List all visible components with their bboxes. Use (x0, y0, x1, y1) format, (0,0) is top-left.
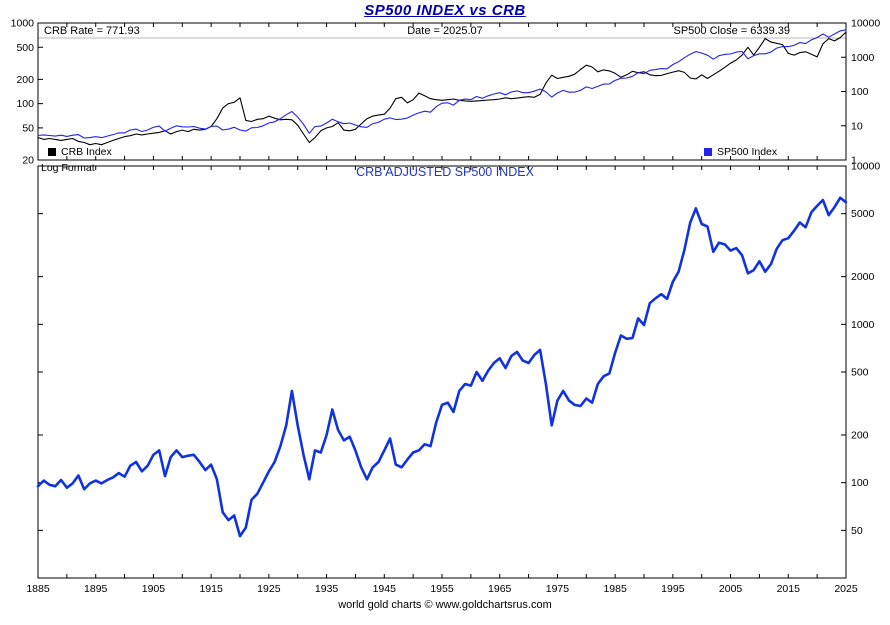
sp500-swatch-icon (704, 148, 712, 156)
x-axis-tick-label: 1925 (257, 583, 281, 595)
y-axis-tick-label: 1000 (851, 52, 875, 64)
y-axis-tick-label: 10 (851, 120, 863, 132)
legend-crb-index: CRB Index (48, 146, 112, 158)
x-axis-tick-label: 1995 (661, 583, 685, 595)
y-axis-tick-label: 100 (851, 477, 869, 489)
x-axis-tick-label: 1955 (430, 583, 454, 595)
x-axis-tick-label: 1905 (142, 583, 166, 595)
y-axis-tick-label: 1000 (851, 319, 875, 331)
x-axis-tick-label: 2015 (777, 583, 801, 595)
crb-rate-annotation: CRB Rate = 771.93 (44, 25, 140, 37)
y-axis-tick-label: 100 (851, 86, 869, 98)
x-axis-tick-label: 1915 (199, 583, 223, 595)
y-axis-tick-label: 50 (851, 525, 863, 537)
x-axis-tick-label: 1935 (315, 583, 339, 595)
x-axis-tick-label: 2025 (834, 583, 858, 595)
y-axis-tick-label: 500 (851, 367, 869, 379)
series-sp500-index-path (37, 29, 847, 139)
bottom-panel-title: CRB ADJUSTED SP500 INDEX (356, 165, 534, 179)
legend-crb-label: CRB Index (61, 146, 112, 158)
x-axis-tick-label: 1965 (488, 583, 512, 595)
y-axis-tick-label: 200 (16, 74, 34, 86)
legend-sp500-index: SP500 Index (704, 146, 777, 158)
x-axis-tick-label: 1885 (26, 583, 50, 595)
chart-title: SP500 INDEX vs CRB (364, 2, 526, 19)
crb-swatch-icon (48, 148, 56, 156)
y-axis-tick-label: 100 (16, 98, 34, 110)
y-axis-tick-label: 20 (22, 155, 34, 167)
footer-credit: world gold charts © www.goldchartsrus.co… (338, 599, 552, 611)
sp500-close-annotation: SP500 Close = 6339.39 (673, 25, 790, 37)
y-axis-tick-label: 500 (16, 42, 34, 54)
y-axis-tick-label: 1000 (11, 18, 35, 30)
series-crb-adjusted-sp500-path (36, 196, 848, 538)
x-axis-tick-label: 1945 (373, 583, 397, 595)
y-axis-tick-label: 5000 (851, 208, 875, 220)
date-annotation: Date = 2025.07 (407, 25, 483, 37)
legend-sp500-label: SP500 Index (717, 146, 778, 158)
x-axis-tick-label: 1985 (603, 583, 627, 595)
y-axis-tick-label: 200 (851, 430, 869, 442)
y-axis-tick-label: 50 (22, 122, 34, 134)
series-crb-index-path (37, 31, 847, 146)
x-axis-tick-label: 2005 (719, 583, 743, 595)
panel-border (37, 165, 847, 579)
x-axis-tick-label: 1975 (546, 583, 570, 595)
x-axis-tick-label: 1895 (84, 583, 108, 595)
panel-border (37, 22, 847, 161)
log-format-label: Log Format (41, 162, 95, 174)
y-axis-tick-label: 2000 (851, 271, 875, 283)
y-axis-tick-label: 10000 (851, 18, 880, 30)
y-axis-tick-label: 10000 (851, 161, 880, 173)
y-axis-tick-label: 1 (851, 155, 857, 167)
